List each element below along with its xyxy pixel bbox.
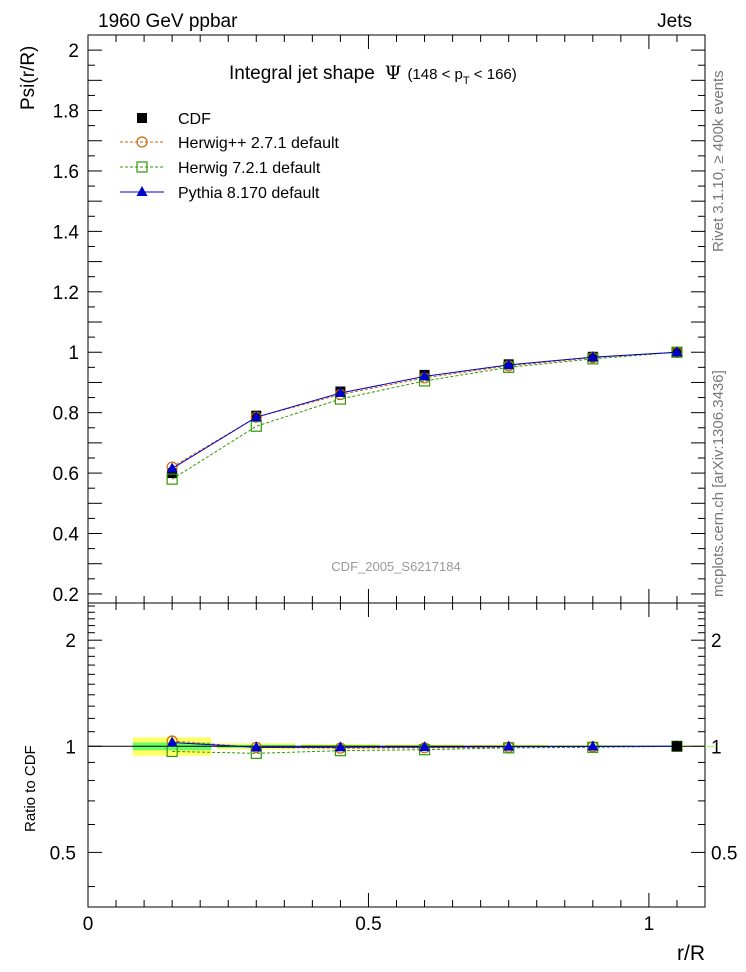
main-ytick-label: 2 <box>68 41 79 62</box>
rivet-label: Rivet 3.1.10, ≥ 400k events <box>710 70 727 252</box>
data-point <box>250 411 262 422</box>
xtick-label: 0.5 <box>355 914 381 935</box>
header-right: Jets <box>657 11 692 32</box>
analysis-id: CDF_2005_S6217184 <box>331 559 460 574</box>
data-point <box>166 462 178 473</box>
ratio-ytick-label: 1 <box>65 737 76 758</box>
xlabel: r/R <box>677 942 705 965</box>
data-point <box>334 387 346 398</box>
legend: CDF Herwig++ 2.7.1 default Herwig 7.2.1 de… <box>120 111 340 202</box>
ratio-point <box>503 740 515 751</box>
data-point <box>419 370 431 381</box>
data-point <box>166 473 178 485</box>
legend-marker <box>136 161 148 173</box>
main-ytick-label: 0.6 <box>53 464 79 485</box>
main-ytick-label: 1.8 <box>53 102 79 123</box>
header-left: 1960 GeV ppbar <box>98 11 238 32</box>
ratio-point <box>587 740 599 751</box>
ratio-series <box>166 735 683 759</box>
xtick-label: 0 <box>83 914 94 935</box>
series-line-3 <box>171 351 677 469</box>
ratio-axis-ticks: 0.5 0.5 1 1 2 2 <box>50 605 737 888</box>
ratio-ytick-label: 2 <box>65 631 76 652</box>
ratio-point <box>166 736 178 747</box>
x-axis-ticks: 0 0.5 1 <box>83 35 706 935</box>
ratio-ytick-label-right: 2 <box>711 631 722 652</box>
legend-marker <box>136 186 148 196</box>
legend-marker <box>136 136 148 148</box>
ratio-point <box>419 741 431 752</box>
main-series <box>166 346 683 485</box>
ratio-ylabel: Ratio to CDF <box>22 745 39 832</box>
main-ylabel: Psi(r/R) <box>18 46 39 110</box>
main-ytick-label: 0.2 <box>53 585 79 606</box>
ratio-point <box>334 741 346 752</box>
legend-entry: Herwig 7.2.1 default <box>178 160 321 177</box>
data-point <box>587 351 599 362</box>
main-ytick-label: 0.8 <box>53 404 79 425</box>
ratio-ytick-label: 0.5 <box>50 843 76 864</box>
main-ytick-label: 1.2 <box>53 283 79 304</box>
ratio-point-cdf <box>671 741 682 752</box>
chart-title: Integral jet shape Ψ (148 < pT < 166) <box>229 62 517 87</box>
data-point <box>671 346 683 357</box>
data-point <box>250 420 262 432</box>
legend-entry: Herwig++ 2.7.1 default <box>178 135 340 152</box>
mcplots-label: mcplots.cern.ch [arXiv:1306.3436] <box>710 370 727 597</box>
ratio-ytick-label-right: 1 <box>711 737 722 758</box>
ratio-point <box>250 741 262 752</box>
main-ytick-label: 1 <box>68 343 79 364</box>
main-ytick-label: 0.4 <box>53 525 80 546</box>
main-ytick-label: 1.6 <box>53 162 79 183</box>
ratio-ytick-label-right: 0.5 <box>711 843 737 864</box>
series-line-1 <box>171 351 677 468</box>
legend-entry: CDF <box>178 111 211 128</box>
legend-entry: Pythia 8.170 default <box>178 185 320 202</box>
xtick-label: 1 <box>644 914 655 935</box>
legend-marker <box>137 113 147 123</box>
data-point <box>167 468 178 479</box>
main-ytick-label: 1.4 <box>53 222 80 243</box>
main-axis-ticks: 0.2 0.4 0.6 0.8 1 1.2 1.4 1.6 1.8 2 <box>53 41 705 606</box>
data-point <box>503 358 515 369</box>
